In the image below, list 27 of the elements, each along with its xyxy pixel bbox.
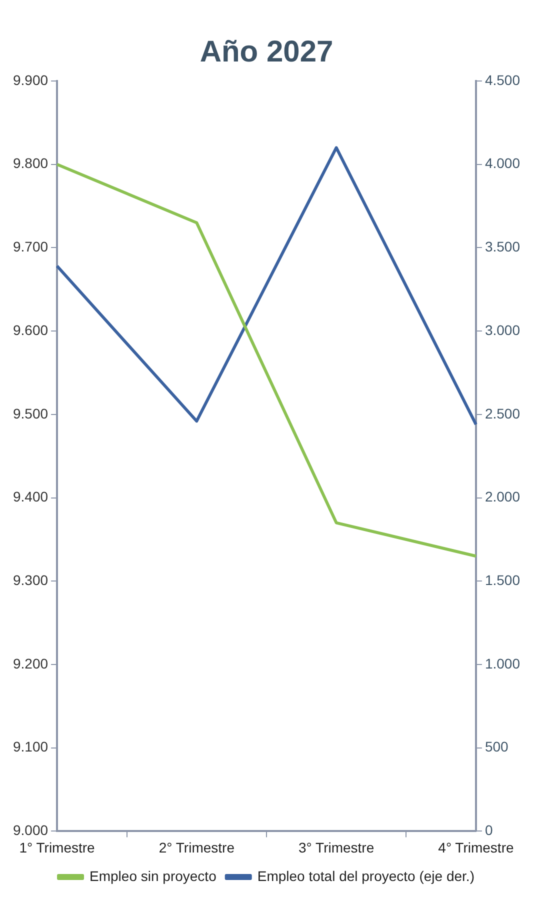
y2-tick-label: 0 — [484, 822, 493, 838]
x-tick-label: 1° Trimestre — [19, 839, 96, 856]
legend-label: Empleo sin proyecto — [90, 868, 217, 884]
y-tick-label: 9.900 — [12, 72, 48, 88]
chart-title: Año 2027 — [200, 35, 334, 68]
y-tick-label: 9.000 — [12, 822, 48, 838]
x-tick-label: 3° Trimestre — [298, 839, 374, 856]
y2-tick-label: 1.500 — [484, 572, 520, 588]
legend-label: Empleo total del proyecto (eje der.) — [257, 868, 474, 884]
x-tick-label: 4° Trimestre — [438, 839, 514, 856]
y2-tick-label: 1.000 — [484, 655, 520, 672]
y-tick-label: 9.300 — [12, 572, 48, 588]
y-tick-label: 9.500 — [12, 405, 48, 422]
y2-tick-label: 3.500 — [484, 238, 520, 255]
y-tick-label: 9.600 — [12, 322, 48, 338]
y-tick-label: 9.800 — [12, 155, 48, 172]
y-tick-label: 9.700 — [12, 238, 48, 255]
y2-tick-label: 2.000 — [484, 488, 520, 505]
y-tick-label: 9.400 — [12, 488, 48, 505]
y2-tick-label: 4.500 — [484, 72, 520, 88]
y2-tick-label: 2.500 — [484, 405, 520, 422]
y-tick-label: 9.100 — [12, 738, 48, 755]
y2-tick-label: 4.000 — [484, 155, 520, 172]
y2-tick-label: 3.000 — [484, 322, 520, 338]
y-tick-label: 9.200 — [12, 655, 48, 672]
y2-tick-label: 500 — [484, 738, 509, 755]
x-tick-label: 2° Trimestre — [158, 839, 235, 856]
